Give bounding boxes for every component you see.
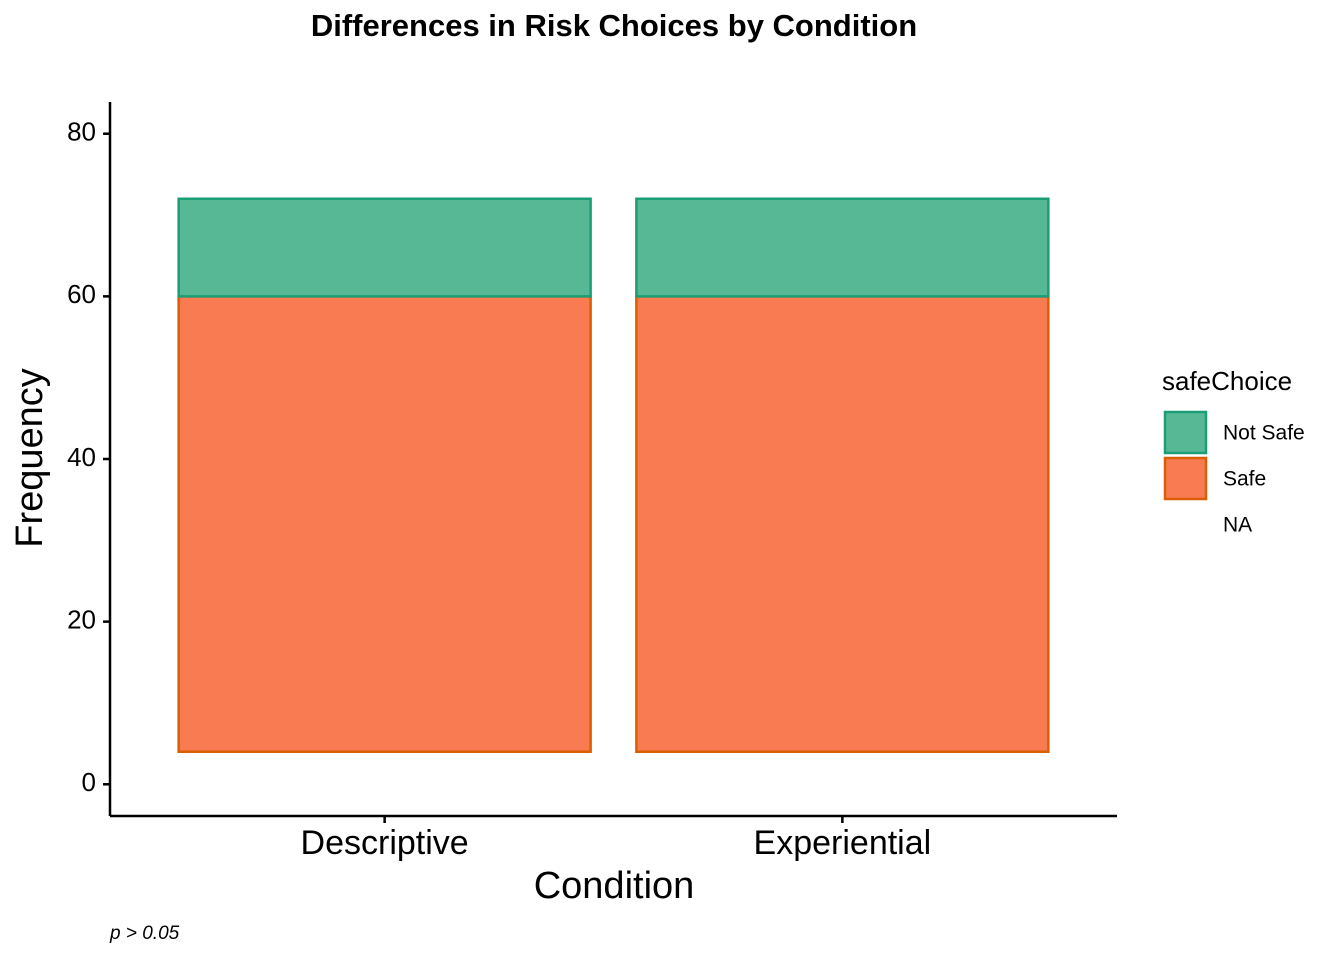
- x-tick-label: Experiential: [754, 824, 932, 862]
- caption: p > 0.05: [109, 923, 180, 944]
- legend-label: NA: [1223, 514, 1252, 537]
- y-tick-label: 40: [67, 442, 96, 472]
- legend-label: Not Safe: [1223, 422, 1305, 445]
- y-tick-label: 20: [67, 605, 96, 635]
- bar-segment: [177, 197, 592, 298]
- y-tick-label: 60: [67, 279, 96, 309]
- y-axis-label: Frequency: [9, 368, 51, 548]
- legend-title: safeChoice: [1162, 366, 1292, 396]
- x-tick-label: Descriptive: [301, 824, 469, 862]
- legend-key: [1163, 456, 1208, 501]
- bar-segment: [635, 197, 1050, 298]
- legend-key: [1163, 410, 1208, 455]
- bar-segment: [177, 295, 592, 754]
- bar-segment: [179, 752, 591, 785]
- bar-segment: [635, 295, 1050, 754]
- chart-title: Differences in Risk Choices by Condition: [311, 8, 917, 43]
- y-tick-label: 0: [82, 767, 96, 797]
- legend-label: Safe: [1223, 468, 1266, 491]
- x-axis-label: Condition: [534, 865, 695, 907]
- bar-segment: [636, 752, 1048, 785]
- legend-key: [1165, 504, 1206, 545]
- y-tick-label: 80: [67, 117, 96, 147]
